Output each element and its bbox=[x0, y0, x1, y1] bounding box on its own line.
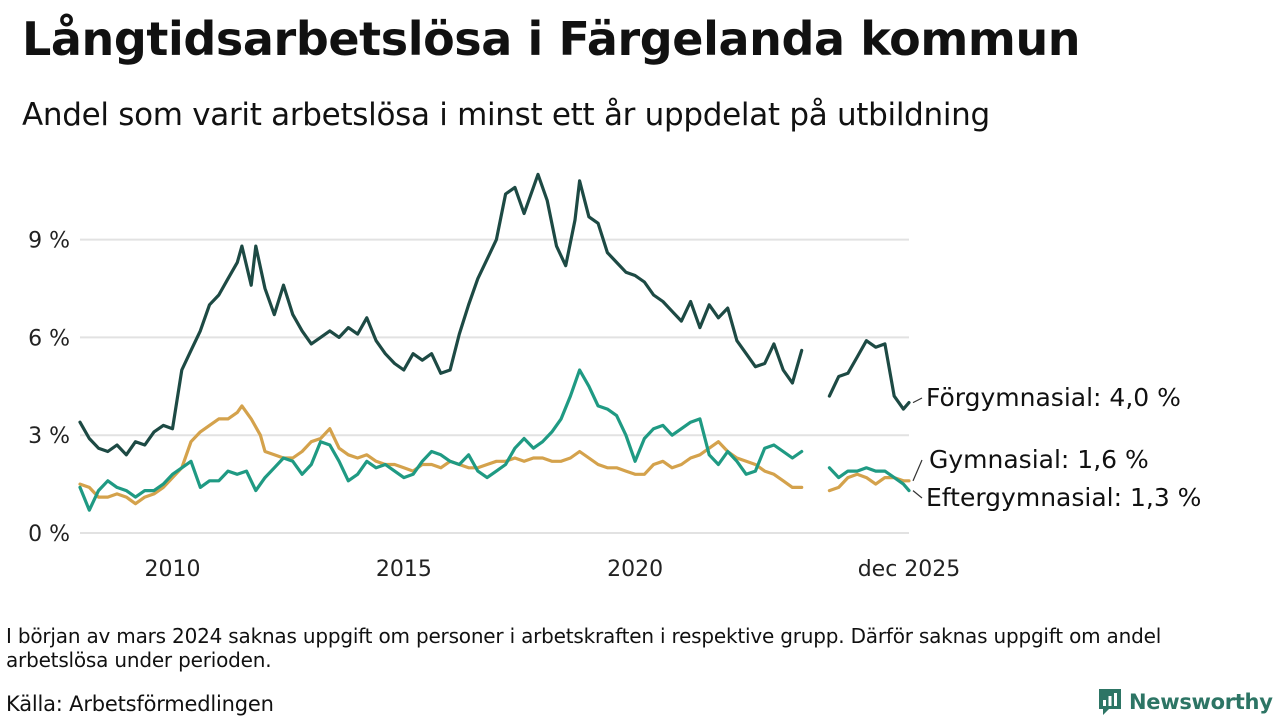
y-axis-labels: 0 % 3 % 6 % 9 % bbox=[28, 229, 70, 547]
leader-line-eftergymnasial bbox=[912, 490, 923, 499]
chart-subtitle: Andel som varit arbetslösa i minst ett å… bbox=[22, 97, 990, 133]
series-line-förgymnasial-0 bbox=[78, 172, 804, 457]
gridlines bbox=[80, 238, 909, 534]
footnote: I början av mars 2024 saknas uppgift om … bbox=[6, 624, 1162, 672]
chart-title: Långtidsarbetslösa i Färgelanda kommun bbox=[22, 12, 1081, 66]
series-line-eftergymnasial-0 bbox=[78, 368, 804, 512]
source-credit: Källa: Arbetsförmedlingen bbox=[6, 692, 274, 716]
series-label-gymnasial: Gymnasial: 1,6 % bbox=[929, 445, 1149, 474]
x-tick-label: 2020 bbox=[607, 557, 663, 582]
series-line-gymnasial-0 bbox=[78, 404, 804, 506]
x-tick-label: 2015 bbox=[376, 557, 432, 582]
x-tick-label: 2010 bbox=[145, 557, 201, 582]
newsworthy-logo-icon bbox=[1099, 689, 1121, 715]
brand-name: Newsworthy bbox=[1129, 690, 1273, 714]
x-axis-labels: 2010 2015 2020 dec 2025 bbox=[145, 557, 961, 582]
y-tick-label: 6 % bbox=[28, 326, 70, 351]
leader-line-förgymnasial bbox=[912, 397, 923, 404]
series-line-förgymnasial-1 bbox=[827, 339, 911, 411]
series-line-eftergymnasial-1 bbox=[827, 466, 911, 493]
series-end-labels: Förgymnasial: 4,0 % Gymnasial: 1,6 % Efter… bbox=[912, 383, 1201, 512]
series-lines bbox=[78, 172, 911, 512]
y-tick-label: 3 % bbox=[28, 424, 70, 449]
series-label-eftergymnasial: Eftergymnasial: 1,3 % bbox=[926, 483, 1201, 512]
y-tick-label: 0 % bbox=[28, 522, 70, 547]
leader-line-gymnasial bbox=[912, 459, 923, 482]
brand-logo: Newsworthy bbox=[1097, 686, 1273, 718]
x-tick-label: dec 2025 bbox=[858, 557, 961, 582]
y-tick-label: 9 % bbox=[28, 229, 70, 254]
series-label-förgymnasial: Förgymnasial: 4,0 % bbox=[926, 383, 1181, 412]
